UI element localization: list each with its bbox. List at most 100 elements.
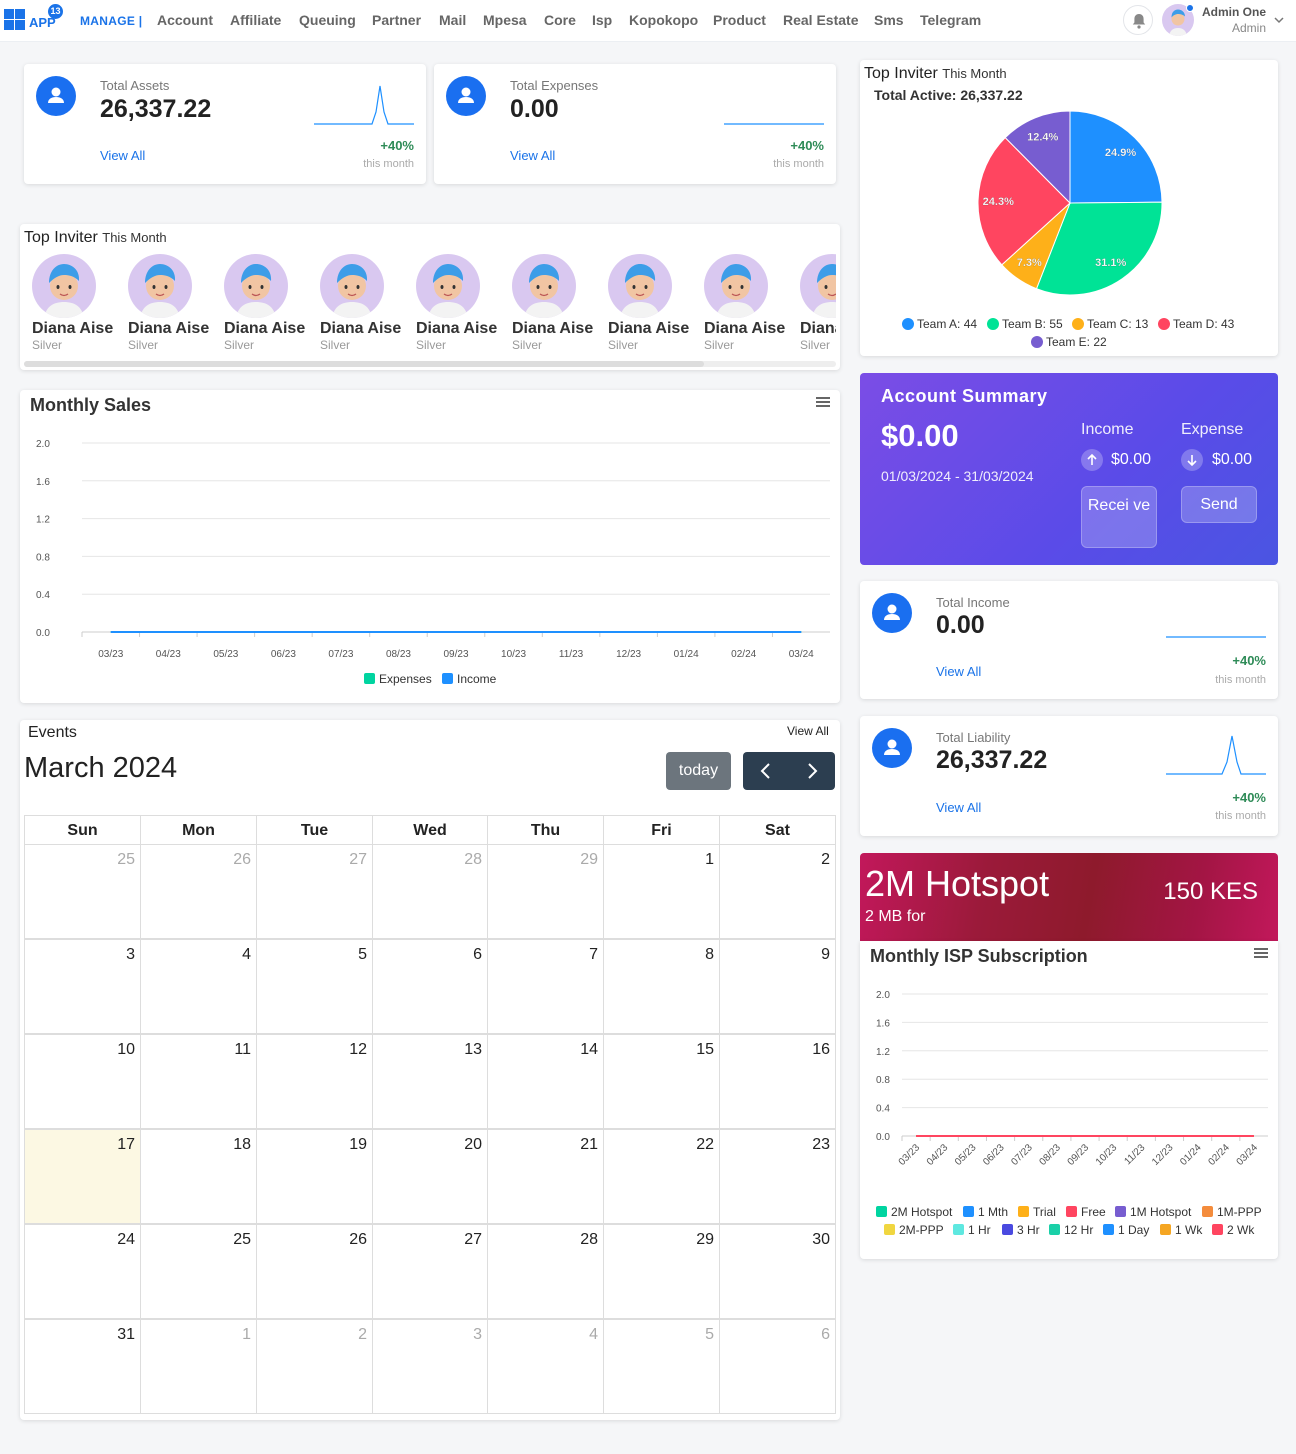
nav-mpesa[interactable]: Mpesa: [483, 12, 527, 28]
calendar-day-cell[interactable]: 29: [603, 1224, 720, 1319]
calendar-day-cell[interactable]: 27: [256, 844, 373, 939]
nav-mail[interactable]: Mail: [439, 12, 467, 28]
legend-label[interactable]: 2 Wk: [1227, 1223, 1255, 1237]
legend-marker[interactable]: [1202, 1206, 1213, 1217]
calendar-day-cell[interactable]: 23: [719, 1129, 836, 1224]
legend-marker[interactable]: [1103, 1224, 1114, 1235]
legend-marker[interactable]: [1158, 318, 1170, 330]
legend-label[interactable]: Team B: 55: [1002, 317, 1063, 331]
scrollbar-thumb[interactable]: [24, 361, 704, 367]
app-label[interactable]: APP: [29, 15, 56, 30]
calendar-day-cell[interactable]: 8: [603, 939, 720, 1034]
prev-month-button[interactable]: [743, 752, 789, 790]
chevron-down-icon[interactable]: [1273, 14, 1285, 26]
next-month-button[interactable]: [789, 752, 835, 790]
nav-queuing[interactable]: Queuing: [299, 12, 356, 28]
legend-marker[interactable]: [1212, 1224, 1223, 1235]
legend-label[interactable]: Expenses: [379, 672, 432, 686]
legend-marker[interactable]: [1002, 1224, 1013, 1235]
notification-bell-button[interactable]: [1123, 5, 1153, 35]
calendar-day-cell[interactable]: 7: [487, 939, 604, 1034]
legend-marker[interactable]: [1031, 336, 1043, 348]
legend-label[interactable]: 1 Hr: [968, 1223, 991, 1237]
calendar-day-cell[interactable]: 17: [24, 1129, 141, 1224]
legend-marker[interactable]: [364, 673, 375, 684]
calendar-day-cell[interactable]: 4: [140, 939, 257, 1034]
legend-marker[interactable]: [1066, 1206, 1077, 1217]
menu-icon[interactable]: [816, 397, 830, 407]
legend-label[interactable]: Team C: 13: [1087, 317, 1149, 331]
view-all-link[interactable]: View All: [936, 664, 982, 679]
today-button[interactable]: today: [666, 752, 731, 790]
nav-product[interactable]: Product: [713, 12, 766, 28]
calendar-day-cell[interactable]: 28: [487, 1224, 604, 1319]
legend-marker[interactable]: [1160, 1224, 1171, 1235]
horizontal-scrollbar[interactable]: [24, 361, 836, 367]
calendar-day-cell[interactable]: 27: [372, 1224, 488, 1319]
legend-marker[interactable]: [902, 318, 914, 330]
legend-marker[interactable]: [987, 318, 999, 330]
legend-marker[interactable]: [876, 1206, 887, 1217]
nav-partner[interactable]: Partner: [372, 12, 422, 28]
calendar-day-cell[interactable]: 22: [603, 1129, 720, 1224]
pie-slice[interactable]: [1004, 110, 1071, 205]
calendar-day-cell[interactable]: 21: [487, 1129, 604, 1224]
nav-kopokopo[interactable]: Kopokopo: [629, 12, 699, 28]
receive-button[interactable]: Recei ve: [1081, 486, 1157, 548]
calendar-day-cell[interactable]: 9: [719, 939, 836, 1034]
nav-account[interactable]: Account: [157, 12, 213, 28]
calendar-day-cell[interactable]: 25: [140, 1224, 257, 1319]
calendar-day-cell[interactable]: 10: [24, 1034, 141, 1129]
legend-marker[interactable]: [1049, 1224, 1060, 1235]
calendar-day-cell[interactable]: 20: [372, 1129, 488, 1224]
calendar-day-cell[interactable]: 1: [140, 1319, 257, 1414]
view-all-link[interactable]: View All: [936, 800, 982, 815]
hotspot-banner[interactable]: 2M Hotspot 2 MB for 150 KES: [860, 853, 1278, 941]
calendar-day-cell[interactable]: 15: [603, 1034, 720, 1129]
pie-slice[interactable]: [977, 136, 1071, 266]
legend-label[interactable]: 1 Day: [1118, 1223, 1149, 1237]
legend-label[interactable]: 1M Hotspot: [1130, 1205, 1192, 1219]
legend-marker[interactable]: [963, 1206, 974, 1217]
calendar-day-cell[interactable]: 16: [719, 1034, 836, 1129]
menu-icon[interactable]: [1254, 948, 1268, 958]
pie-slice[interactable]: [1069, 110, 1163, 204]
nav-isp[interactable]: Isp: [592, 12, 613, 28]
send-button[interactable]: Send: [1181, 486, 1257, 523]
legend-label[interactable]: 1 Mth: [978, 1205, 1008, 1219]
legend-label[interactable]: 2M Hotspot: [891, 1205, 953, 1219]
calendar-day-cell[interactable]: 19: [256, 1129, 373, 1224]
calendar-day-cell[interactable]: 26: [140, 844, 257, 939]
legend-label[interactable]: 1M-PPP: [1217, 1205, 1262, 1219]
pie-slice[interactable]: [1035, 201, 1163, 296]
legend-marker[interactable]: [1072, 318, 1084, 330]
legend-label[interactable]: 2M-PPP: [899, 1223, 944, 1237]
calendar-day-cell[interactable]: 31: [24, 1319, 141, 1414]
legend-marker[interactable]: [884, 1224, 895, 1235]
calendar-day-cell[interactable]: 13: [372, 1034, 488, 1129]
calendar-day-cell[interactable]: 6: [719, 1319, 836, 1414]
nav-affiliate[interactable]: Affiliate: [230, 12, 282, 28]
calendar-day-cell[interactable]: 11: [140, 1034, 257, 1129]
calendar-day-cell[interactable]: 2: [719, 844, 836, 939]
legend-label[interactable]: 1 Wk: [1175, 1223, 1203, 1237]
calendar-day-cell[interactable]: 30: [719, 1224, 836, 1319]
legend-label[interactable]: Free: [1081, 1205, 1106, 1219]
calendar-day-cell[interactable]: 5: [603, 1319, 720, 1414]
app-grid-icon[interactable]: [4, 9, 25, 30]
calendar-day-cell[interactable]: 29: [487, 844, 604, 939]
calendar-day-cell[interactable]: 4: [487, 1319, 604, 1414]
nav-telegram[interactable]: Telegram: [920, 12, 982, 28]
user-name[interactable]: Admin One: [1201, 5, 1266, 19]
legend-marker[interactable]: [953, 1224, 964, 1235]
view-all-link[interactable]: View All: [100, 148, 146, 163]
calendar-day-cell[interactable]: 6: [372, 939, 488, 1034]
legend-label[interactable]: Team E: 22: [1046, 335, 1107, 349]
calendar-day-cell[interactable]: 25: [24, 844, 141, 939]
